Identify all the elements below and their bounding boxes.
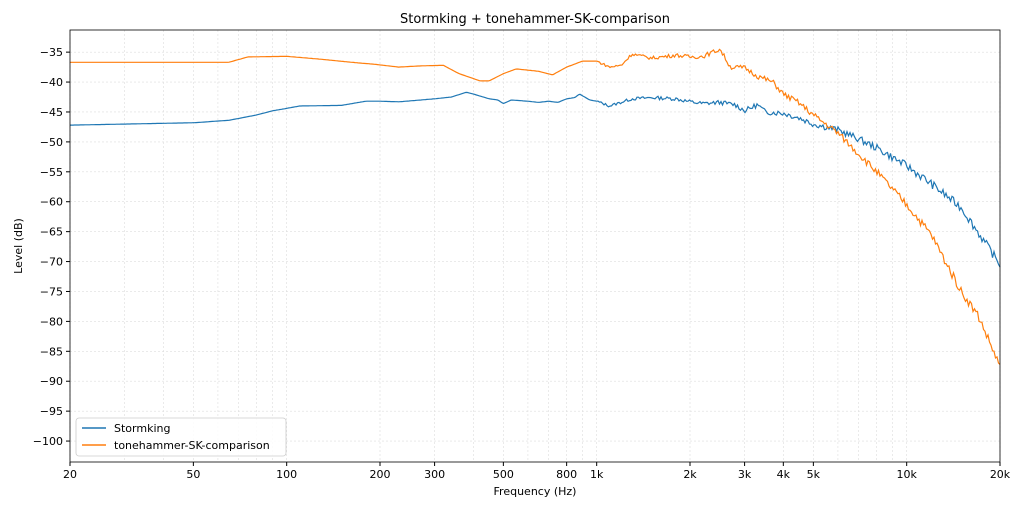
y-tick-label: −95: [40, 405, 63, 418]
y-tick-label: −70: [40, 256, 63, 269]
x-axis-label: Frequency (Hz): [494, 485, 577, 498]
y-axis-label: Level (dB): [12, 218, 25, 274]
y-tick-label: −85: [40, 345, 63, 358]
x-tick-label: 1k: [590, 468, 604, 481]
x-tick-label: 20k: [990, 468, 1011, 481]
y-tick-label: −90: [40, 375, 63, 388]
y-tick-label: −80: [40, 315, 63, 328]
x-tick-label: 4k: [777, 468, 791, 481]
y-tick-label: −40: [40, 76, 63, 89]
y-tick-label: −100: [33, 435, 63, 448]
x-tick-label: 5k: [807, 468, 821, 481]
y-tick-label: −55: [40, 166, 63, 179]
y-tick-label: −75: [40, 285, 63, 298]
x-tick-label: 800: [556, 468, 577, 481]
y-tick-label: −60: [40, 196, 63, 209]
y-tick-label: −45: [40, 106, 63, 119]
chart-title: Stormking + tonehammer-SK-comparison: [400, 12, 670, 27]
x-tick-label: 100: [276, 468, 297, 481]
y-tick-label: −65: [40, 226, 63, 239]
grid: [69, 30, 1001, 462]
x-tick-label: 500: [493, 468, 514, 481]
x-tick-label: 2k: [683, 468, 697, 481]
legend-box: [75, 417, 287, 457]
series-line-tonehammer: [70, 48, 1001, 365]
legend: Stormking tonehammer-SK-comparison: [75, 417, 287, 457]
x-tick-label: 10k: [896, 468, 917, 481]
legend-label-stormking: Stormking: [114, 422, 170, 435]
plot-frame: [69, 29, 1001, 463]
series-group: [70, 48, 1001, 365]
y-tick-label: −35: [40, 46, 63, 59]
x-tick-label: 50: [186, 468, 200, 481]
series-line-stormking: [70, 91, 1001, 268]
legend-label-tonehammer: tonehammer-SK-comparison: [114, 439, 270, 452]
x-tick-label: 20: [63, 468, 77, 481]
x-axis-ticks: 20 50 100 200 300 500 800 1k 2k 3k 4k 5k 10k 20k: [63, 462, 1011, 481]
y-tick-label: −50: [40, 136, 63, 149]
x-tick-label: 300: [424, 468, 445, 481]
x-tick-label: 3k: [738, 468, 752, 481]
y-axis-ticks: −35 −40 −45 −50 −55 −60 −65 −70 −75 −80 −85 −90 −95 −…: [33, 46, 70, 448]
x-tick-label: 200: [370, 468, 391, 481]
